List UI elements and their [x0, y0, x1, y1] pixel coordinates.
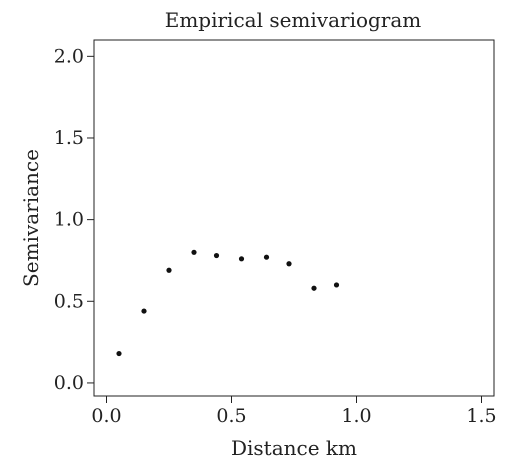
data-point	[311, 285, 317, 291]
data-point	[333, 282, 340, 288]
chart-title: Empirical semivariogram	[165, 8, 422, 32]
x-tick-label: 1.5	[466, 405, 496, 427]
data-point	[141, 308, 147, 314]
x-tick-label: 0.5	[216, 405, 246, 427]
x-tick-label: 1.0	[341, 405, 371, 427]
data-point	[238, 256, 245, 262]
data-point	[263, 254, 270, 260]
y-tick-label: 1.5	[54, 127, 84, 149]
data-point	[116, 350, 122, 357]
y-tick-label: 0.5	[54, 290, 84, 312]
data-point	[166, 267, 172, 273]
y-tick-label: 0.0	[54, 372, 84, 394]
x-axis-label: Distance km	[231, 436, 357, 460]
plot-frame	[93, 39, 495, 397]
x-axis: 0.0 0.5 1.0 1.5	[91, 396, 497, 427]
x-tick-label: 0.0	[91, 405, 121, 427]
data-points	[116, 249, 340, 357]
data-point	[286, 261, 292, 267]
y-axis-label: Semivariance	[19, 149, 43, 287]
data-point	[213, 252, 220, 259]
y-tick-label: 2.0	[54, 45, 84, 67]
y-tick-label: 1.0	[54, 209, 84, 231]
data-point	[191, 249, 197, 255]
y-axis: 0.0 0.5 1.0 1.5 2.0	[54, 45, 94, 394]
